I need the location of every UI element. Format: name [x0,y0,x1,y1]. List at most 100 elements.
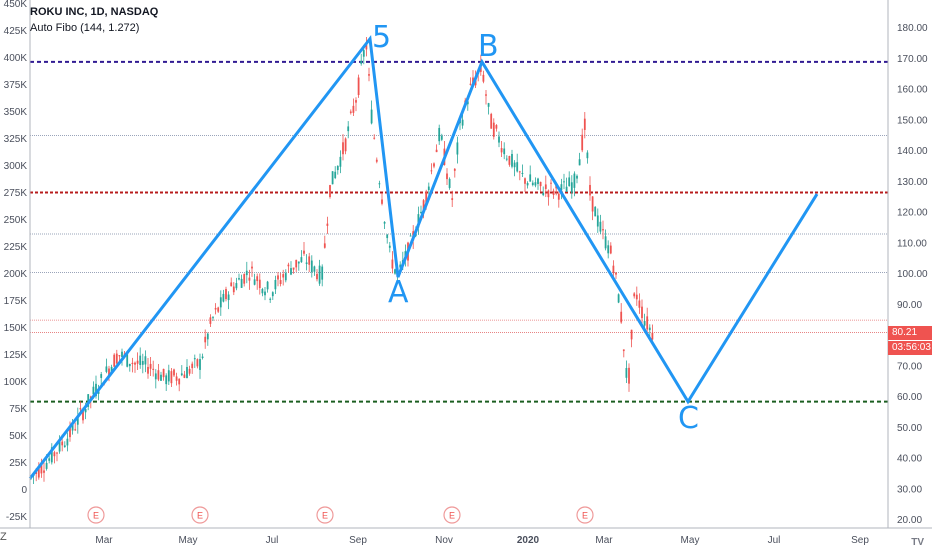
candle-body [149,363,152,369]
candle-body [232,286,235,293]
candle-body [349,111,352,113]
right-axis-tick: 30.00 [897,484,922,495]
candle-body [50,447,53,463]
candle-body [128,363,131,367]
candle-body [388,245,391,248]
candle-body [373,137,376,139]
candle-body [175,376,178,381]
earnings-marker-label: E [93,511,99,521]
candle-body [227,294,230,301]
candle-body [157,370,160,380]
left-axis-tick: 325K [4,134,28,145]
candle-body [427,186,430,191]
candle-body [596,215,599,227]
right-axis-tick: 170.00 [897,54,928,65]
wave-label-5: 5 [372,20,391,55]
candle-body [37,466,40,478]
candle-body [40,463,43,474]
candle-body [63,445,66,448]
candle-body [290,268,292,275]
candle-body [212,317,214,319]
candle-body [542,192,545,196]
candle-body [113,354,116,367]
candle-body [162,368,165,378]
candle-body [368,74,370,76]
candle-body [534,182,537,186]
candle-body [604,236,607,249]
candle-body [511,153,513,167]
indicator-label[interactable]: Auto Fibo (144, 1.272) [30,22,140,34]
zoom-reset-button[interactable]: Z [0,531,7,543]
candle-body [139,355,142,366]
right-axis-tick: 180.00 [897,23,928,34]
x-axis-tick: Mar [595,535,613,546]
wave-line [28,34,819,480]
candle-body [154,373,157,380]
x-axis-tick: Sep [349,535,367,546]
earnings-marker [443,506,461,524]
candle-body [583,118,586,130]
candle-body [648,327,651,331]
wave-label-C: C [678,401,699,436]
candle-body [235,283,238,289]
candle-body [209,317,212,324]
left-axis-tick: 275K [4,188,28,199]
candle-body [300,257,303,263]
candle-body [591,196,594,212]
right-axis-tick: 160.00 [897,85,928,96]
candle-body [485,94,487,96]
candle-body [505,158,508,160]
x-axis-tick: May [681,535,700,546]
candle-body [284,273,287,281]
candle-body [518,171,521,173]
candle-body [100,374,103,378]
tradingview-logo: TV [911,537,924,548]
right-axis-tick: 90.00 [897,300,922,311]
candle-body [524,178,526,184]
earnings-marker [576,506,594,524]
candle-body [544,184,547,189]
candle-body [264,291,266,296]
candle-body [48,458,51,461]
candle-body [578,159,581,166]
candle-body [222,293,225,302]
candle-body [565,186,568,192]
candle-body [420,211,422,214]
left-axis-tick: 250K [4,215,28,226]
candle-body [180,373,183,376]
earnings-marker-label: E [582,511,588,521]
candles [30,37,654,485]
candle-body [297,261,300,264]
left-axis-tick: -25K [6,512,27,523]
symbol-title: ROKU INC, 1D, NASDAQ [30,6,159,18]
candle-body [323,243,326,248]
candle-body [136,360,139,364]
candle-body [61,441,64,446]
candle-body [258,279,261,289]
x-axis-tick: May [179,535,198,546]
candle-body [253,279,256,285]
candle-body [362,50,365,57]
candle-body [630,329,633,340]
right-axis-tick: 70.00 [897,361,922,372]
wave-label-A: A [388,275,409,310]
candle-body [539,181,542,187]
countdown-badge: 03:56:03 [888,341,932,355]
candle-body [500,148,503,153]
candle-body [391,259,394,269]
candle-body [641,306,643,319]
candle-body [183,374,186,378]
candle-body [589,184,591,196]
candle-body [84,409,87,413]
earnings-marker [87,506,105,524]
candle-body [230,282,233,287]
candle-body [131,362,134,365]
candle-body [498,136,500,143]
candle-body [360,60,363,64]
candle-body [115,353,118,364]
candle-body [438,127,441,142]
candle-body [492,122,495,137]
candle-body [144,356,147,365]
candle-body [466,101,469,105]
